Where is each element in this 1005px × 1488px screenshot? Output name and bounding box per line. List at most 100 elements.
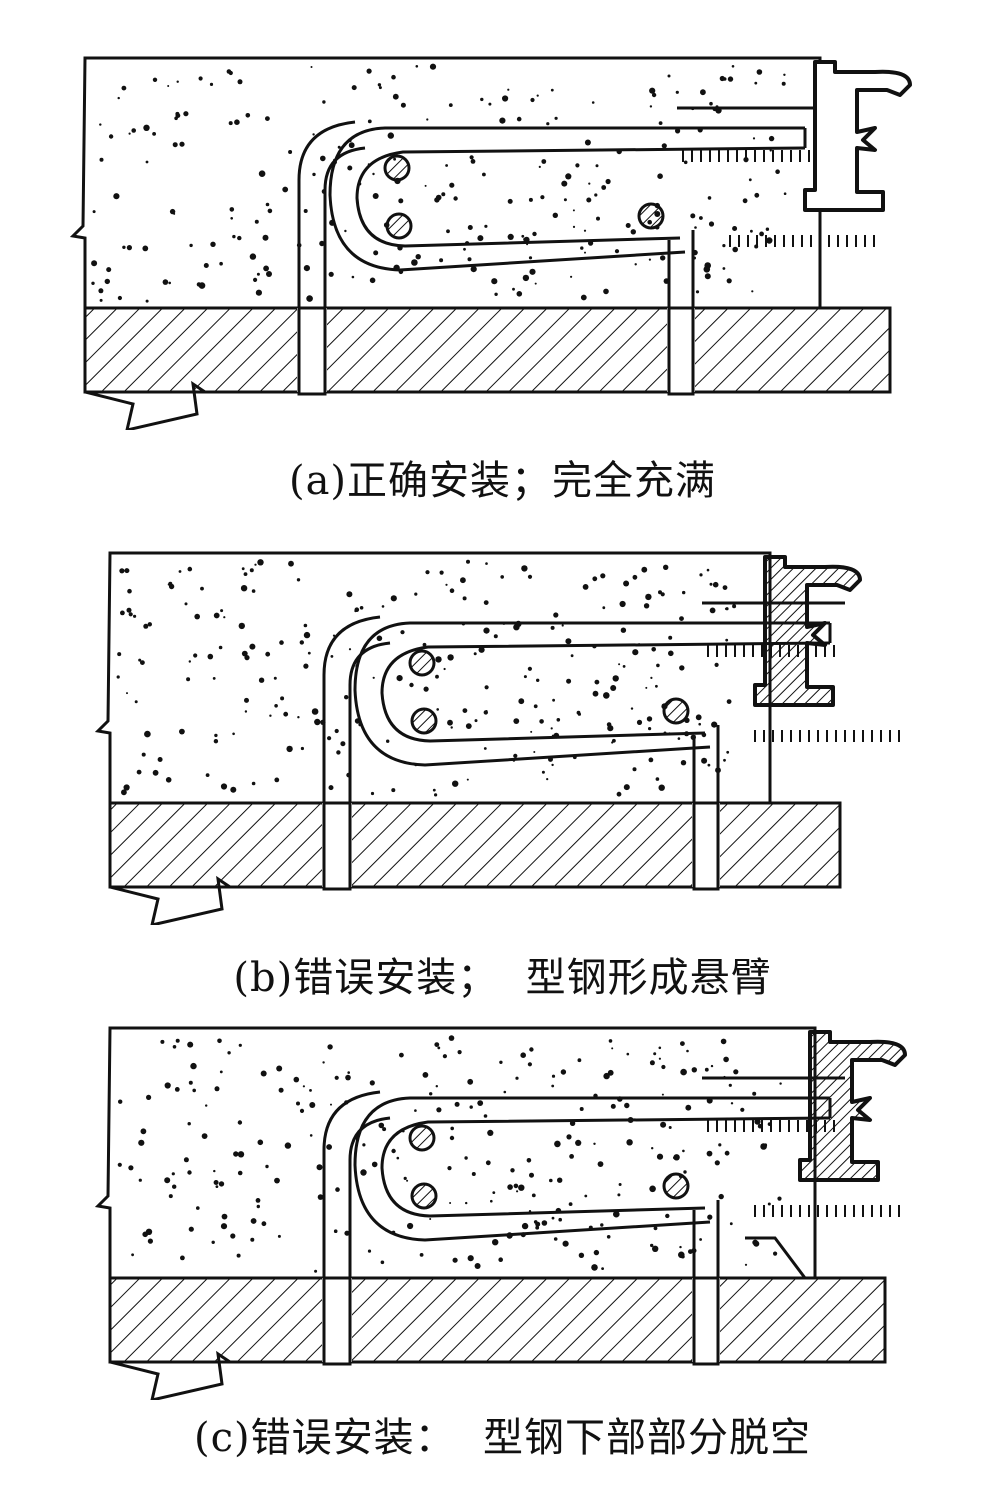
aggregate-dot (484, 685, 489, 690)
aggregate-dot (707, 196, 712, 200)
aggregate-dot (733, 1069, 739, 1075)
aggregate-dot (551, 1074, 556, 1078)
aggregate-dot (344, 229, 347, 233)
caption-b: (b)错误安装； 型钢形成悬臂 (233, 955, 772, 1001)
aggregate-dot (448, 103, 453, 107)
aggregate-dot (499, 1060, 503, 1064)
aggregate-dot (249, 643, 256, 650)
aggregate-dot (179, 728, 185, 735)
mortar-joint-left (297, 306, 327, 396)
aggregate-dot (651, 647, 656, 652)
aggregate-dot (145, 160, 149, 164)
aggregate-dot (127, 588, 132, 594)
aggregate-dot (314, 718, 321, 726)
aggregate-dot (210, 241, 216, 247)
aggregate-dot (556, 718, 561, 722)
diagram-correct-installation (69, 56, 912, 430)
aggregate-dot (520, 1052, 526, 1058)
aggregate-dot (244, 697, 249, 703)
aggregate-dot (128, 1165, 134, 1171)
aggregate-dot (314, 1269, 318, 1273)
aggregate-dot (124, 568, 130, 574)
aggregate-dot (756, 69, 763, 75)
aggregate-dot (419, 1253, 424, 1257)
aggregate-dot (426, 118, 429, 121)
aggregate-dot (174, 116, 178, 121)
aggregate-dot (254, 563, 257, 566)
aggregate-dot (513, 1183, 519, 1189)
aggregate-dot (205, 1104, 208, 1107)
aggregate-dot (551, 1216, 555, 1220)
aggregate-dot (575, 163, 580, 168)
aggregate-dot (396, 1156, 400, 1160)
aggregate-dot (320, 155, 326, 162)
aggregate-dot (220, 783, 228, 790)
aggregate-dot (592, 690, 599, 697)
aggregate-dot (704, 1067, 709, 1072)
aggregate-dot (441, 192, 446, 197)
aggregate-dot (492, 1191, 496, 1194)
aggregate-dot (485, 1160, 491, 1166)
aggregate-dot (121, 85, 127, 91)
panel-a (0, 40, 1005, 430)
aggregate-dot (391, 788, 396, 793)
aggregate-dot (138, 658, 142, 662)
aggregate-dot (359, 606, 364, 610)
aggregate-dot (783, 192, 787, 195)
aggregate-dot (146, 1094, 152, 1100)
aggregate-dot (469, 1105, 473, 1109)
rebar-section (637, 202, 665, 230)
aggregate-dot (530, 730, 533, 733)
aggregate-dot (783, 73, 786, 76)
aggregate-dot (198, 282, 206, 289)
aggregate-dot (450, 726, 453, 729)
aggregate-dot (152, 132, 157, 136)
aggregate-dot (668, 1126, 672, 1129)
rebar-section (662, 1172, 690, 1200)
steel-channel-profile (803, 60, 912, 212)
aggregate-dot (162, 279, 169, 285)
aggregate-dot (288, 150, 293, 154)
aggregate-dot (729, 1222, 733, 1226)
aggregate-dot (485, 562, 488, 565)
aggregate-dot (120, 610, 125, 616)
aggregate-dot (634, 263, 637, 266)
aggregate-dot (145, 299, 149, 303)
aggregate-dot (227, 1051, 231, 1055)
aggregate-dot (258, 677, 265, 683)
aggregate-dot (683, 160, 688, 165)
aggregate-dot (541, 770, 545, 774)
aggregate-dot (460, 577, 466, 584)
aggregate-dot (213, 1169, 216, 1173)
aggregate-dot (605, 178, 611, 185)
aggregate-dot (238, 1043, 242, 1047)
aggregate-dot (618, 1183, 622, 1186)
aggregate-dot (377, 83, 382, 87)
aggregate-dot (668, 650, 674, 657)
aggregate-dot (327, 736, 332, 741)
aggregate-dot (133, 614, 137, 618)
aggregate-dot (131, 1253, 135, 1257)
aggregate-dot (334, 1075, 339, 1080)
aggregate-dot (429, 63, 437, 70)
anchor-bar-outer (322, 1090, 381, 1278)
aggregate-dot (334, 728, 339, 734)
aggregate-dot (742, 198, 748, 204)
aggregate-dot (613, 1210, 620, 1218)
aggregate-dot (422, 642, 427, 647)
aggregate-dot (663, 564, 669, 570)
aggregate-dot (168, 581, 173, 586)
aggregate-dot (424, 184, 427, 187)
aggregate-dot (768, 135, 775, 142)
aggregate-dot (462, 596, 467, 601)
aggregate-dot (503, 1090, 507, 1094)
aggregate-dot (448, 1035, 455, 1041)
aggregate-dot (649, 105, 653, 108)
aggregate-dot (307, 651, 311, 655)
aggregate-dot (415, 254, 421, 260)
anchor-bar-outer (297, 120, 356, 308)
aggregate-dot (265, 202, 270, 207)
steel-channel-profile (753, 555, 862, 707)
aggregate-dot (400, 102, 406, 108)
aggregate-dot (382, 1127, 387, 1132)
